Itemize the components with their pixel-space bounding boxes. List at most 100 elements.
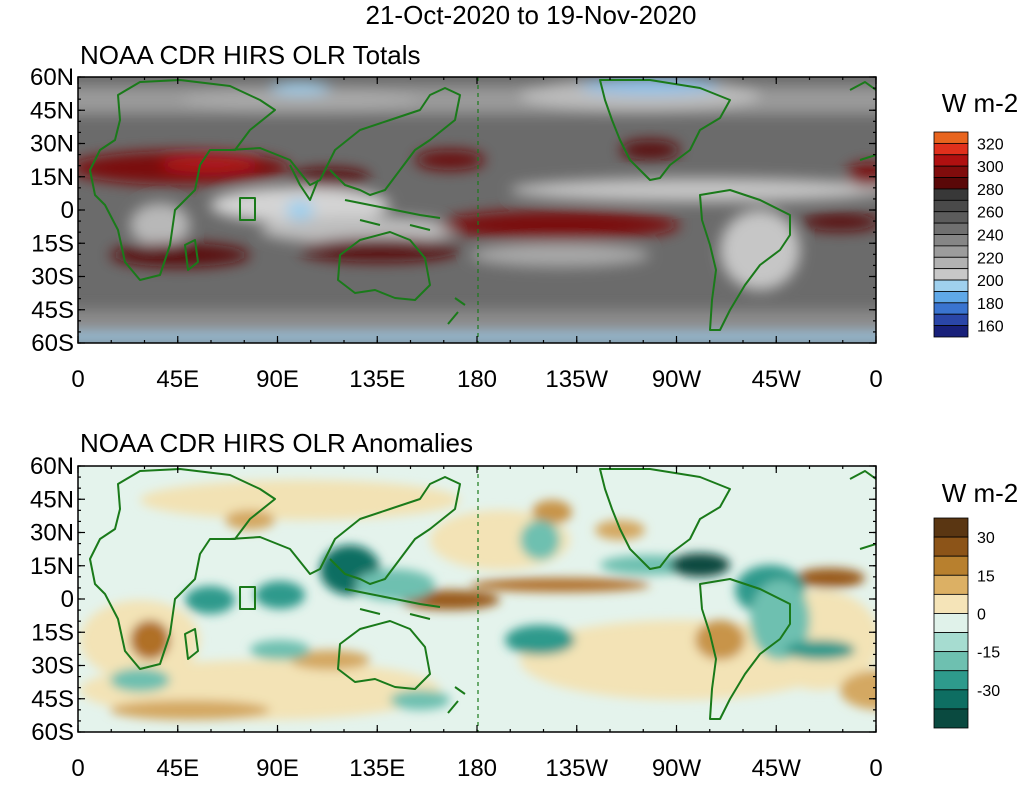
colorbar-swatch bbox=[933, 613, 969, 633]
colorbar-swatch bbox=[933, 651, 969, 672]
colorbar-swatch bbox=[933, 325, 969, 338]
colorbar-swatch bbox=[933, 222, 969, 235]
colorbar-label: 320 bbox=[977, 136, 1004, 153]
nz-coast-b bbox=[447, 686, 466, 714]
anomalies-colorbar-unit: W m-2 bbox=[942, 478, 1019, 508]
south-america-coast bbox=[699, 189, 791, 331]
lat-tick-label: 60N bbox=[30, 64, 74, 91]
lat-tick-label: 0 bbox=[61, 197, 74, 224]
colorbar-swatch bbox=[933, 131, 969, 144]
lat-tick-label: 45N bbox=[30, 486, 74, 513]
colorbar-swatch bbox=[933, 536, 969, 557]
colorbar-swatch bbox=[933, 574, 969, 595]
colorbar-swatch bbox=[933, 632, 969, 653]
lat-tick-label: 30N bbox=[30, 520, 74, 547]
arabia-asia-coast-b bbox=[229, 476, 461, 585]
north-america-coast-b bbox=[599, 468, 731, 570]
colorbar-swatch bbox=[933, 517, 969, 538]
lon-tick-label: 45W bbox=[752, 366, 802, 393]
lon-tick-label: 45E bbox=[156, 366, 199, 393]
lon-tick-label: 90E bbox=[256, 366, 299, 393]
colorbar-swatch bbox=[933, 555, 969, 576]
lon-tick-label: 135W bbox=[545, 755, 608, 782]
lon-tick-label: 180 bbox=[457, 755, 497, 782]
totals-panel-title: NOAA CDR HIRS OLR Totals bbox=[80, 40, 421, 70]
colorbar-label: 240 bbox=[977, 228, 1004, 245]
lon-tick-label: 135E bbox=[349, 755, 405, 782]
lon-tick-label: 90W bbox=[652, 366, 702, 393]
lon-tick-label: 0 bbox=[71, 366, 84, 393]
colorbar-swatch bbox=[933, 234, 969, 247]
colorbar-swatch bbox=[933, 268, 969, 281]
colorbar-label: 220 bbox=[977, 250, 1004, 267]
colorbar-swatch bbox=[933, 689, 969, 710]
colorbar-label: 180 bbox=[977, 296, 1004, 313]
madagascar bbox=[184, 239, 199, 271]
maritime-continent bbox=[344, 199, 441, 231]
colorbar-swatch bbox=[933, 142, 969, 156]
colorbar-swatch bbox=[933, 313, 969, 327]
totals-lat-labels: 60N 45N 30N 15N 0 15S 30S 45S 60S bbox=[30, 64, 74, 357]
anomalies-coastlines bbox=[89, 468, 876, 720]
colorbar-swatch bbox=[933, 256, 969, 270]
lon-tick-label: 135E bbox=[349, 366, 405, 393]
lon-tick-label: 0 bbox=[71, 755, 84, 782]
lat-tick-label: 30N bbox=[30, 131, 74, 158]
nz-coast bbox=[447, 297, 466, 325]
lon-tick-label: 135W bbox=[545, 366, 608, 393]
lon-tick-label: 45E bbox=[156, 755, 199, 782]
colorbar-label: 160 bbox=[977, 319, 1004, 336]
colorbar-swatch bbox=[933, 154, 969, 167]
lon-tick-label: 180 bbox=[457, 366, 497, 393]
anomalies-map-field bbox=[78, 466, 876, 732]
greenland-europe-b bbox=[849, 470, 876, 550]
lat-tick-label: 60S bbox=[31, 330, 74, 357]
lat-tick-label: 45S bbox=[31, 297, 74, 324]
colorbar-label: 300 bbox=[977, 159, 1004, 176]
lon-tick-label: 0 bbox=[869, 755, 882, 782]
lon-tick-label: 90E bbox=[256, 755, 299, 782]
totals-colorbar: 320 300 280 260 240 220 200 180 160 bbox=[933, 131, 1004, 338]
greenland-europe bbox=[849, 81, 876, 161]
maritime-continent-b bbox=[344, 588, 441, 620]
colorbar-label: -30 bbox=[977, 683, 1000, 700]
lat-tick-label: 45N bbox=[30, 97, 74, 124]
africa-europe-coast bbox=[89, 79, 276, 281]
lon-tick-label: 45W bbox=[752, 755, 802, 782]
australia-coast bbox=[337, 231, 431, 301]
lat-tick-label: 30S bbox=[31, 264, 74, 291]
totals-colorbar-unit: W m-2 bbox=[942, 88, 1019, 118]
date-range-title: 21-Oct-2020 to 19-Nov-2020 bbox=[366, 0, 697, 30]
colorbar-swatch bbox=[933, 188, 969, 201]
lon-tick-label: 90W bbox=[652, 755, 702, 782]
lat-tick-label: 0 bbox=[61, 586, 74, 613]
colorbar-swatch bbox=[933, 291, 969, 304]
colorbar-swatch bbox=[933, 670, 969, 691]
colorbar-label: 260 bbox=[977, 205, 1004, 222]
lat-tick-label: 15S bbox=[31, 230, 74, 257]
colorbar-swatch bbox=[933, 211, 969, 224]
lat-tick-label: 15N bbox=[30, 553, 74, 580]
lat-tick-label: 30S bbox=[31, 653, 74, 680]
totals-panel: NOAA CDR HIRS OLR Totals bbox=[30, 40, 1018, 393]
indian-ocean-box bbox=[239, 197, 256, 221]
south-america-coast-b bbox=[699, 578, 791, 720]
anomalies-panel: NOAA CDR HIRS OLR Anomalies bbox=[30, 428, 1018, 782]
anomalies-colorbar: 30 15 0 -15 -30 bbox=[933, 517, 1000, 729]
lat-tick-label: 45S bbox=[31, 686, 74, 713]
totals-map-field bbox=[78, 77, 876, 343]
arabia-asia-coast bbox=[229, 87, 461, 196]
indian-ocean-box-b bbox=[239, 586, 256, 610]
anomalies-ticks bbox=[77, 465, 877, 733]
colorbar-swatch bbox=[933, 593, 969, 614]
africa-europe-coast-b bbox=[89, 468, 276, 670]
colorbar-swatch bbox=[933, 302, 969, 315]
anomalies-lat-labels: 60N 45N 30N 15N 0 15S 30S 45S 60S bbox=[30, 453, 74, 746]
anomalies-panel-title: NOAA CDR HIRS OLR Anomalies bbox=[80, 428, 473, 458]
colorbar-label: 0 bbox=[977, 606, 986, 623]
totals-coastlines bbox=[89, 79, 876, 331]
lon-tick-label: 0 bbox=[869, 366, 882, 393]
anomalies-lon-labels: 0 45E 90E 135E 180 135W 90W 45W 0 bbox=[71, 755, 882, 782]
india-coast bbox=[289, 164, 319, 201]
